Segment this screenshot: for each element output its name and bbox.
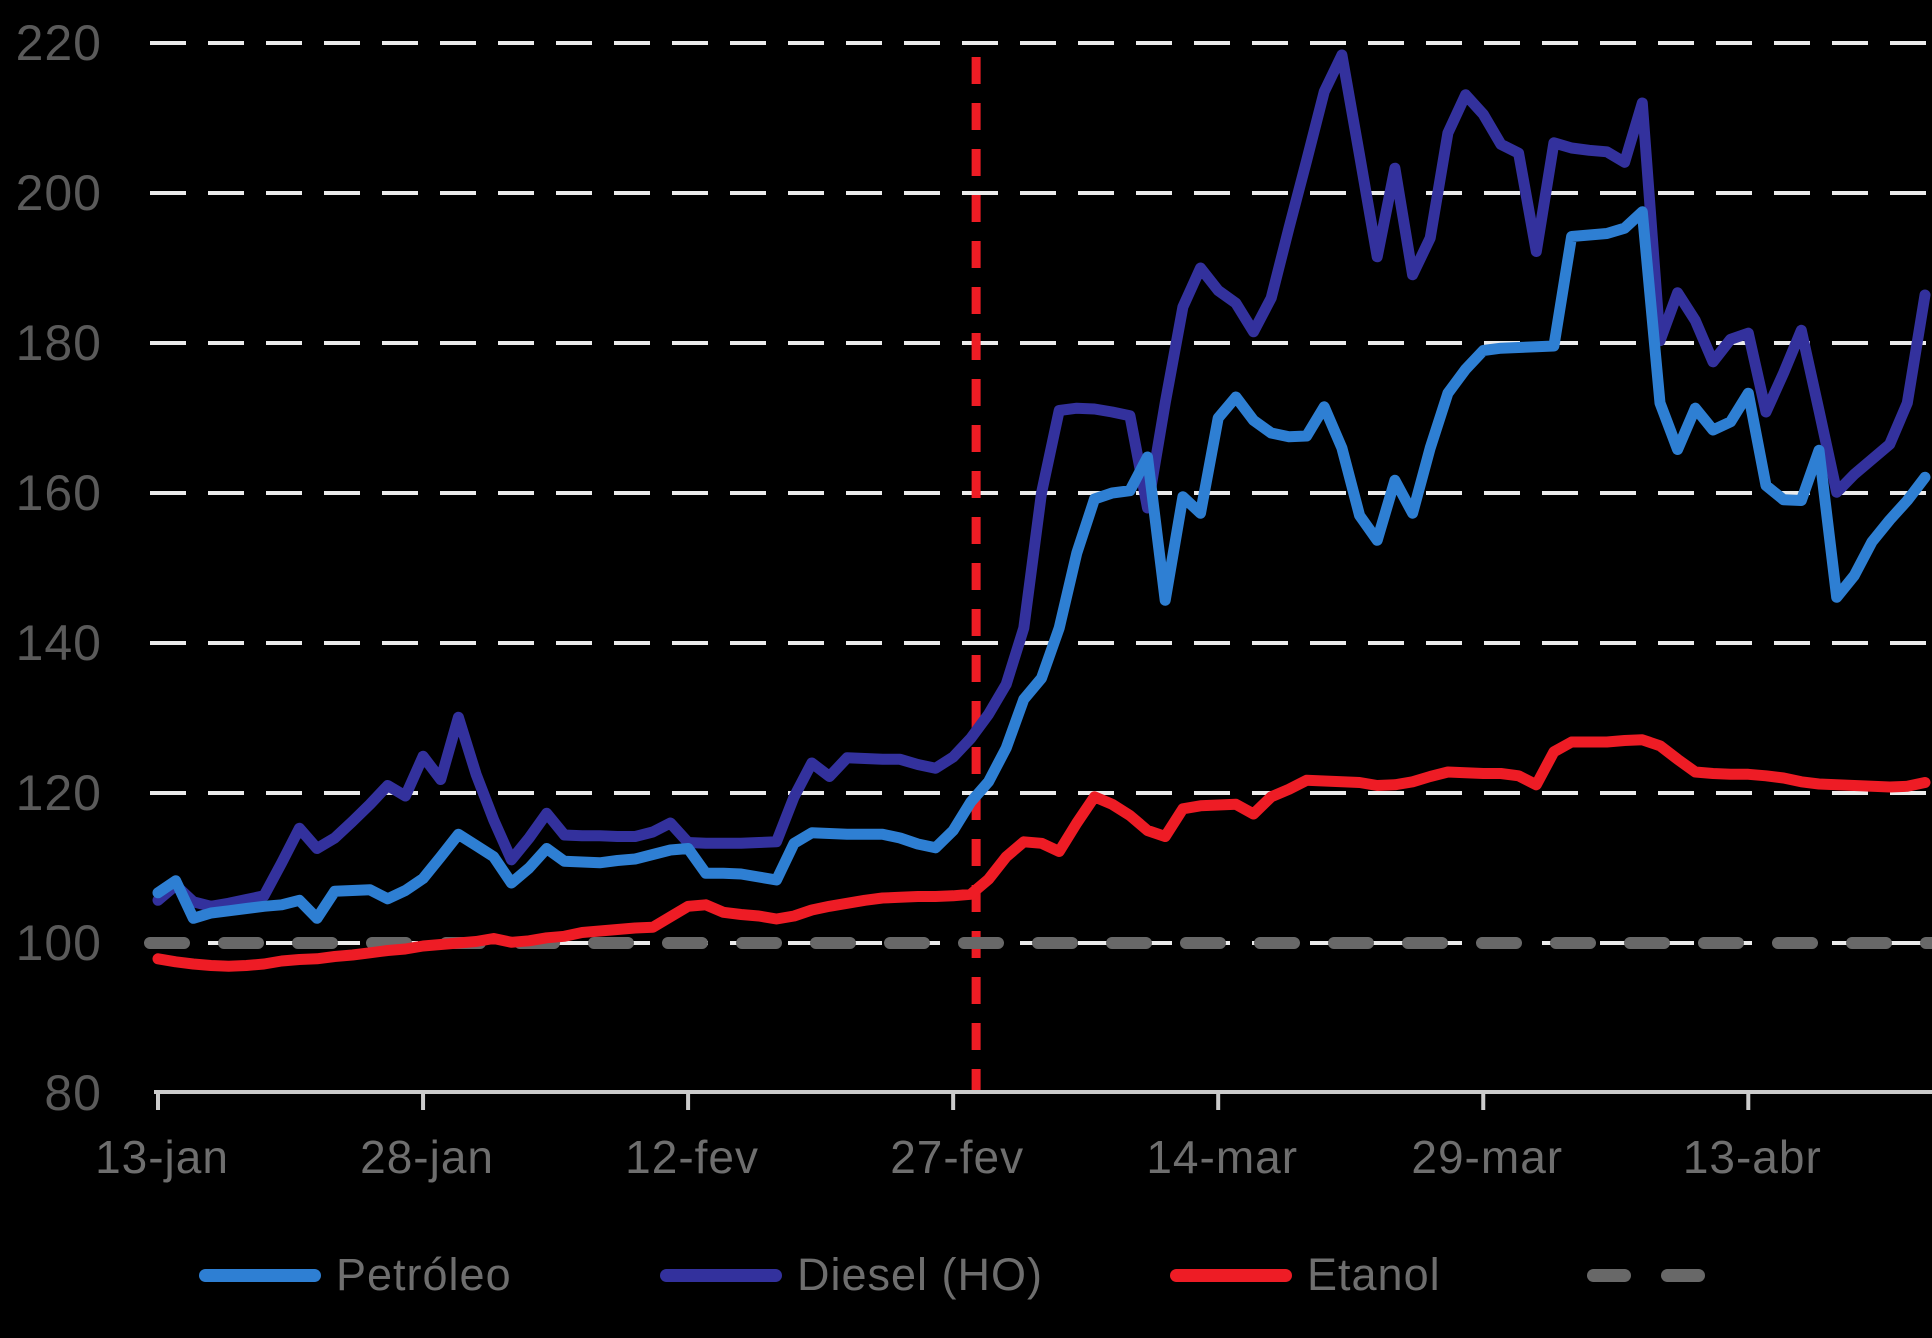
x-tick-label-27-fev: 27-fev	[890, 1131, 1024, 1183]
legend-item-diesel-ho: Diesel (HO)	[660, 1245, 1043, 1305]
legend-dash-icon	[1661, 1268, 1705, 1282]
y-tick-label-180: 180	[16, 315, 102, 371]
legend-swatch-icon	[1170, 1268, 1292, 1282]
x-tick-label-28-jan: 28-jan	[360, 1131, 494, 1183]
series-line-petr-leo	[152, 206, 1931, 924]
x-tick-label-12-fev: 12-fev	[625, 1131, 759, 1183]
legend-swatch-icon	[199, 1268, 321, 1282]
legend-item-petr-leo: Petróleo	[199, 1245, 512, 1305]
legend-label: Etanol	[1307, 1249, 1441, 1300]
legend-swatch-icon	[660, 1268, 782, 1282]
legend-dashed-swatch-icon	[1587, 1268, 1705, 1282]
legend-item-etanol: Etanol	[1170, 1245, 1441, 1305]
y-tick-label-80: 80	[44, 1065, 102, 1121]
y-tick-label-140: 140	[16, 615, 102, 671]
x-tick-label-29-mar: 29-mar	[1411, 1131, 1563, 1183]
series-line-etanol	[152, 734, 1931, 972]
x-tick-label-13-abr: 13-abr	[1683, 1131, 1822, 1183]
y-tick-label-160: 160	[16, 465, 102, 521]
series-line-diesel-ho	[152, 49, 1931, 912]
y-tick-label-120: 120	[16, 765, 102, 821]
y-tick-label-220: 220	[16, 15, 102, 71]
x-tick-label-14-mar: 14-mar	[1146, 1131, 1298, 1183]
legend-label: Diesel (HO)	[797, 1249, 1044, 1300]
legend-item-baseline	[1587, 1245, 1720, 1305]
legend-label: Petróleo	[336, 1249, 512, 1300]
legend-dash-icon	[1587, 1268, 1631, 1282]
x-tick-label-13-jan: 13-jan	[95, 1131, 229, 1183]
y-tick-label-100: 100	[16, 915, 102, 971]
y-tick-label-200: 200	[16, 165, 102, 221]
legend: Petróleo Diesel (HO) Etanol	[0, 1245, 1932, 1305]
